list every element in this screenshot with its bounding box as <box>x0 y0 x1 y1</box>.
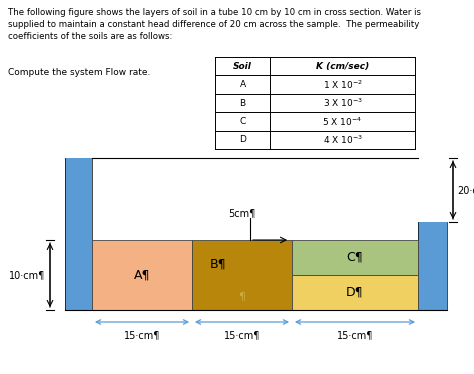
Text: A: A <box>239 80 246 89</box>
Text: 5 X 10$^{-4}$: 5 X 10$^{-4}$ <box>322 115 363 128</box>
Text: 5cm¶: 5cm¶ <box>228 208 255 218</box>
Text: ¶: ¶ <box>238 291 246 301</box>
Text: D¶: D¶ <box>346 286 364 299</box>
Text: 1 X 10$^{-2}$: 1 X 10$^{-2}$ <box>323 79 363 91</box>
Text: Compute the system Flow rate.: Compute the system Flow rate. <box>8 68 150 77</box>
Text: 10·cm¶: 10·cm¶ <box>9 270 45 280</box>
Bar <box>292 275 418 310</box>
Text: 15·cm¶: 15·cm¶ <box>337 330 373 340</box>
Text: B¶: B¶ <box>210 258 227 271</box>
Text: C: C <box>239 117 246 126</box>
Text: 20·cm¶: 20·cm¶ <box>457 185 474 195</box>
Text: 3 X 10$^{-3}$: 3 X 10$^{-3}$ <box>322 97 363 109</box>
Text: 15·cm¶: 15·cm¶ <box>224 330 260 340</box>
Text: A¶: A¶ <box>134 269 150 282</box>
Text: B: B <box>239 98 246 107</box>
Text: The following figure shows the layers of soil in a tube 10 cm by 10 cm in cross : The following figure shows the layers of… <box>8 8 421 41</box>
Text: C¶: C¶ <box>346 251 364 264</box>
Text: K (cm/sec): K (cm/sec) <box>316 62 369 71</box>
Text: 4 X 10$^{-3}$: 4 X 10$^{-3}$ <box>322 134 363 146</box>
Bar <box>92 240 192 310</box>
Bar <box>65 158 92 310</box>
Text: Soil: Soil <box>233 62 252 71</box>
Bar <box>292 240 418 275</box>
Text: 15·cm¶: 15·cm¶ <box>124 330 160 340</box>
Bar <box>192 240 292 310</box>
Text: D: D <box>239 135 246 144</box>
Bar <box>418 222 447 310</box>
